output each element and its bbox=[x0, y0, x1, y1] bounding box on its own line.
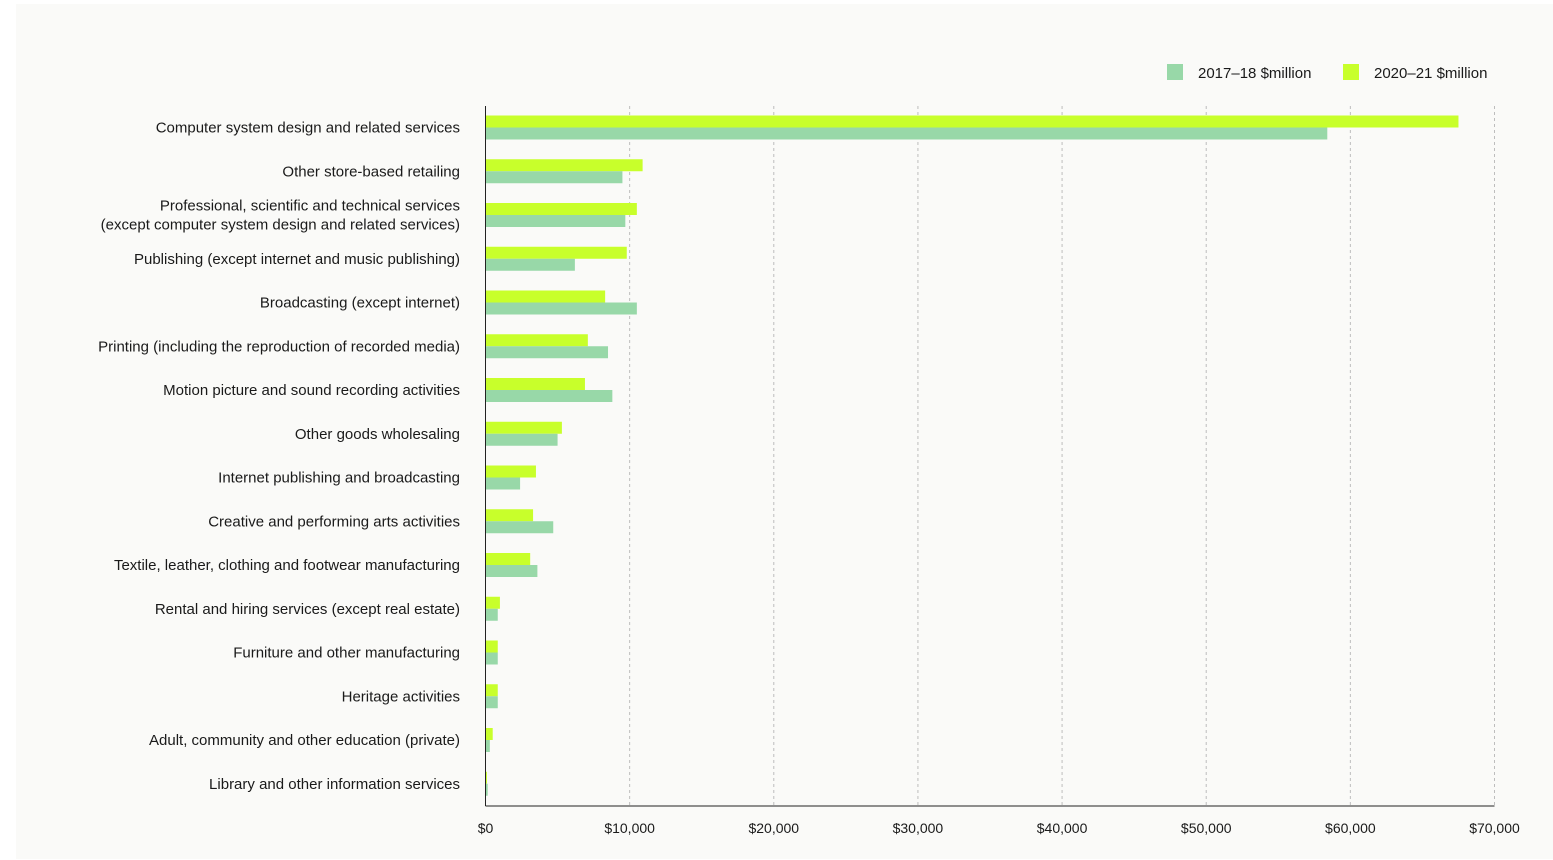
bar-series-2017-18 bbox=[485, 652, 498, 665]
chart-panel: Computer system design and related servi… bbox=[16, 4, 1553, 859]
category-label: Other goods wholesaling bbox=[295, 426, 460, 443]
bar-series-2017-18 bbox=[485, 696, 498, 709]
x-tick-labels: $0 $10,000 $20,000 $30,000 $40,000 $50,000 $60… bbox=[478, 820, 1520, 836]
bar-series-2020-21 bbox=[485, 465, 536, 478]
bar-series-2017-18 bbox=[485, 127, 1328, 140]
category-label: Furniture and other manufacturing bbox=[233, 645, 460, 662]
x-tick-label: $60,000 bbox=[1325, 820, 1376, 836]
x-tick-label: $30,000 bbox=[893, 820, 944, 836]
category-label: Library and other information services bbox=[209, 776, 460, 793]
category-label: Computer system design and related servi… bbox=[156, 120, 460, 137]
bar-series-2020-21 bbox=[485, 334, 588, 347]
bar-series-2020-21 bbox=[485, 203, 637, 215]
bar-series-2017-18 bbox=[485, 740, 490, 752]
bar-series-2017-18 bbox=[485, 258, 575, 271]
bar-series-2020-21 bbox=[485, 246, 627, 259]
bar-series-2017-18 bbox=[485, 171, 623, 184]
legend: 2017–18 $million 2020–21 $million bbox=[1167, 64, 1487, 82]
bar-series-2020-21 bbox=[485, 378, 585, 390]
bar-series-2020-21 bbox=[485, 421, 562, 434]
x-tick-label: $50,000 bbox=[1181, 820, 1232, 836]
category-label: Rental and hiring services (except real … bbox=[155, 601, 460, 618]
bar-series-2020-21 bbox=[485, 640, 498, 653]
axes bbox=[485, 106, 1495, 807]
category-label: Professional, scientific and technical s… bbox=[101, 198, 460, 234]
x-tick-label: $40,000 bbox=[1037, 820, 1088, 836]
bar-series-2017-18 bbox=[485, 346, 609, 359]
legend-label: 2020–21 $million bbox=[1374, 65, 1487, 82]
legend-label: 2017–18 $million bbox=[1198, 65, 1311, 82]
bar-series-2017-18 bbox=[485, 390, 613, 402]
bar-series-2020-21 bbox=[485, 290, 606, 303]
bar-series-2017-18 bbox=[485, 433, 558, 446]
bar-series-2020-21 bbox=[485, 553, 531, 565]
category-label: Creative and performing arts activities bbox=[208, 513, 460, 530]
category-label: Broadcasting (except internet) bbox=[260, 295, 460, 312]
bar-series-2017-18 bbox=[485, 477, 521, 490]
bar-series-2017-18 bbox=[485, 521, 554, 534]
x-tick-label: $10,000 bbox=[604, 820, 655, 836]
x-tick-label: $0 bbox=[478, 820, 494, 836]
bar-series-2020-21 bbox=[485, 728, 493, 740]
category-label-line: Professional, scientific and technical s… bbox=[160, 198, 460, 215]
bar-series-2017-18 bbox=[485, 783, 488, 796]
category-label: Heritage activities bbox=[342, 688, 460, 705]
category-label: Motion picture and sound recording activ… bbox=[163, 382, 460, 399]
bar-series-2020-21 bbox=[485, 596, 500, 609]
x-tick-label: $70,000 bbox=[1469, 820, 1520, 836]
category-label: Printing (including the reproduction of … bbox=[98, 338, 460, 355]
category-label: Adult, community and other education (pr… bbox=[149, 732, 460, 749]
category-label: Textile, leather, clothing and footwear … bbox=[114, 557, 460, 574]
category-label-line: (except computer system design and relat… bbox=[101, 217, 460, 234]
bar-chart: Computer system design and related servi… bbox=[98, 64, 1520, 836]
bars bbox=[485, 115, 1459, 796]
legend-swatch bbox=[1167, 64, 1183, 80]
category-label: Publishing (except internet and music pu… bbox=[134, 251, 460, 268]
bar-series-2017-18 bbox=[485, 302, 637, 315]
bar-series-2020-21 bbox=[485, 684, 498, 697]
bar-series-2017-18 bbox=[485, 608, 498, 621]
category-labels: Computer system design and related servi… bbox=[98, 120, 460, 793]
bar-series-2020-21 bbox=[485, 115, 1459, 128]
bar-series-2020-21 bbox=[485, 509, 534, 522]
legend-swatch bbox=[1343, 64, 1359, 80]
bar-series-2017-18 bbox=[485, 565, 538, 577]
category-label: Other store-based retailing bbox=[282, 163, 460, 180]
grid-lines bbox=[629, 106, 1495, 806]
category-label: Internet publishing and broadcasting bbox=[218, 470, 460, 487]
x-tick-label: $20,000 bbox=[748, 820, 799, 836]
bar-series-2017-18 bbox=[485, 215, 626, 227]
bar-series-2020-21 bbox=[485, 159, 643, 172]
bar-series-2020-21 bbox=[485, 771, 487, 784]
